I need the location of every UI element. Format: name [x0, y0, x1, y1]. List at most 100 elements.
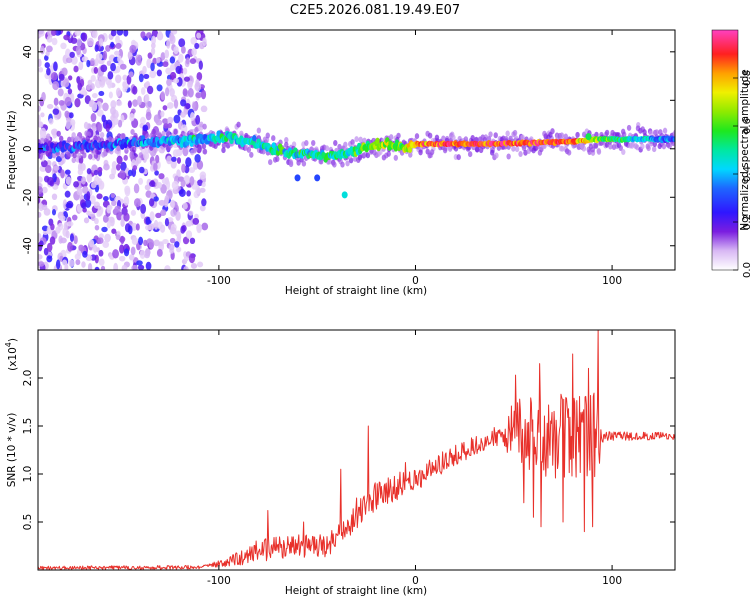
snr-xtick-label: 100: [602, 575, 622, 587]
spectrogram-speckle: [120, 235, 125, 245]
spectrogram-speckle: [38, 195, 41, 204]
spectrogram-speckle: [64, 96, 72, 107]
spectrogram-halo: [646, 145, 651, 152]
spectrogram-speckle: [78, 61, 84, 71]
spectrogram-speckle: [142, 65, 147, 75]
spectrogram-speckle: [162, 238, 169, 245]
spectrogram-speckle: [189, 58, 197, 65]
spectrogram-speckle: [120, 161, 127, 172]
spectrogram-speckle: [86, 59, 91, 68]
spectrogram-speckle: [131, 237, 138, 246]
spectrogram-halo: [442, 147, 448, 154]
spectrogram-speckle: [90, 195, 96, 205]
spectrogram-speckle: [77, 82, 83, 91]
spectrogram-speckle: [161, 177, 169, 185]
spectrogram-speckle: [164, 218, 169, 227]
spectrogram-speckle: [49, 180, 55, 187]
spectrogram-speckle: [143, 239, 148, 247]
spectrogram-halo: [489, 149, 495, 156]
spectrogram-speckle: [76, 38, 82, 47]
spectrogram-speckle: [66, 119, 72, 130]
spectrogram-halo: [51, 152, 57, 159]
spectrogram-speckle: [90, 181, 97, 189]
spectrogram-speckle: [150, 47, 156, 56]
spectrogram-speckle: [175, 246, 182, 253]
spectrogram-speckle: [128, 254, 135, 261]
spectrogram-speckle: [200, 105, 208, 113]
spectrogram-speckle: [157, 181, 163, 189]
spectrogram-speckle: [144, 253, 150, 259]
spectrogram-speckle: [58, 73, 65, 81]
spectrogram-speckle: [117, 55, 122, 63]
spectrogram-speckle: [88, 239, 95, 248]
snr-xtick-label: 0: [412, 575, 419, 587]
spectrogram-speckle: [96, 193, 103, 200]
spectrogram-speckle: [61, 67, 68, 76]
spectrogram-halo: [236, 121, 241, 128]
spectrogram-speckle: [94, 44, 99, 52]
spectrogram-halo: [192, 147, 197, 154]
figure-title: C2E5.2026.081.19.49.E07: [290, 3, 460, 18]
spectrogram-speckle: [187, 87, 194, 98]
spectrogram-speckle: [94, 58, 99, 67]
spectrogram-speckle: [129, 113, 135, 122]
spectrogram-speckle: [170, 159, 177, 169]
spectrogram-halo: [345, 160, 350, 167]
spectrogram-speckle: [135, 223, 140, 231]
spectrogram-speckle: [132, 85, 138, 95]
colorbar-tick-label: 0.4: [742, 166, 750, 182]
spectrogram-halo: [324, 145, 330, 152]
spectrogram-halo: [265, 132, 270, 139]
colorbar-gradient: [712, 30, 738, 270]
spectrogram-halo: [512, 129, 518, 136]
spectrogram-halo: [202, 123, 207, 130]
spectrogram-speckle: [138, 236, 144, 246]
svg-text:(x104): (x104): [4, 338, 19, 371]
spectrogram-halo: [46, 133, 51, 140]
spectrogram-speckle: [114, 205, 121, 213]
spectrogram-speckle: [144, 93, 150, 104]
spectrogram-speckle: [175, 211, 181, 221]
spectrogram-speckle: [130, 209, 137, 216]
spectrogram-halo: [651, 146, 657, 153]
spectrogram-speckle: [196, 72, 203, 81]
spectrogram-halo: [102, 150, 107, 157]
spectrogram-speckle: [120, 218, 125, 227]
spectrogram-speckle: [97, 166, 103, 173]
spectrogram-halo: [40, 137, 45, 144]
spectrogram-speckle: [160, 110, 165, 118]
spectrogram-speckle: [41, 186, 48, 194]
spectrogram-speckle: [76, 187, 83, 196]
spectrogram-speckle: [136, 260, 143, 266]
spectrogram-speckle: [55, 259, 61, 270]
spectrogram-halo: [365, 152, 371, 159]
spectrogram-speckle: [71, 214, 78, 221]
spectrogram-halo: [256, 127, 262, 134]
spectrogram-speckle: [122, 74, 128, 81]
spectrogram-speckle: [137, 264, 145, 270]
spectrogram-speckle: [100, 64, 108, 73]
spectrogram-speckle: [183, 266, 189, 270]
spectrogram-speckle: [169, 88, 175, 97]
spectrogram-speckle: [115, 87, 121, 97]
spectrogram-speckle: [138, 177, 144, 185]
colorbar-frame: [711, 29, 739, 271]
spectrogram-halo: [621, 148, 626, 155]
spectrogram-speckle: [202, 37, 207, 47]
spectrogram-speckle: [189, 237, 196, 245]
spectrogram-speckle: [70, 119, 76, 127]
spectrogram-speckle: [153, 162, 158, 172]
spectrogram-speckle: [169, 56, 176, 64]
spectrogram-halo: [362, 137, 367, 144]
spectrogram-speckle: [167, 116, 174, 124]
spectrogram-speckle: [51, 193, 58, 201]
spectrogram-speckle: [145, 261, 152, 270]
spectrogram-halo: [511, 145, 516, 152]
spectrogram-speckle: [107, 71, 114, 80]
spectrogram-speckle: [123, 196, 130, 206]
spectrogram-speckle: [66, 221, 74, 227]
spectrogram-halo: [275, 155, 280, 162]
spectrogram-halo: [358, 136, 363, 143]
spectrogram-speckle: [44, 55, 49, 61]
